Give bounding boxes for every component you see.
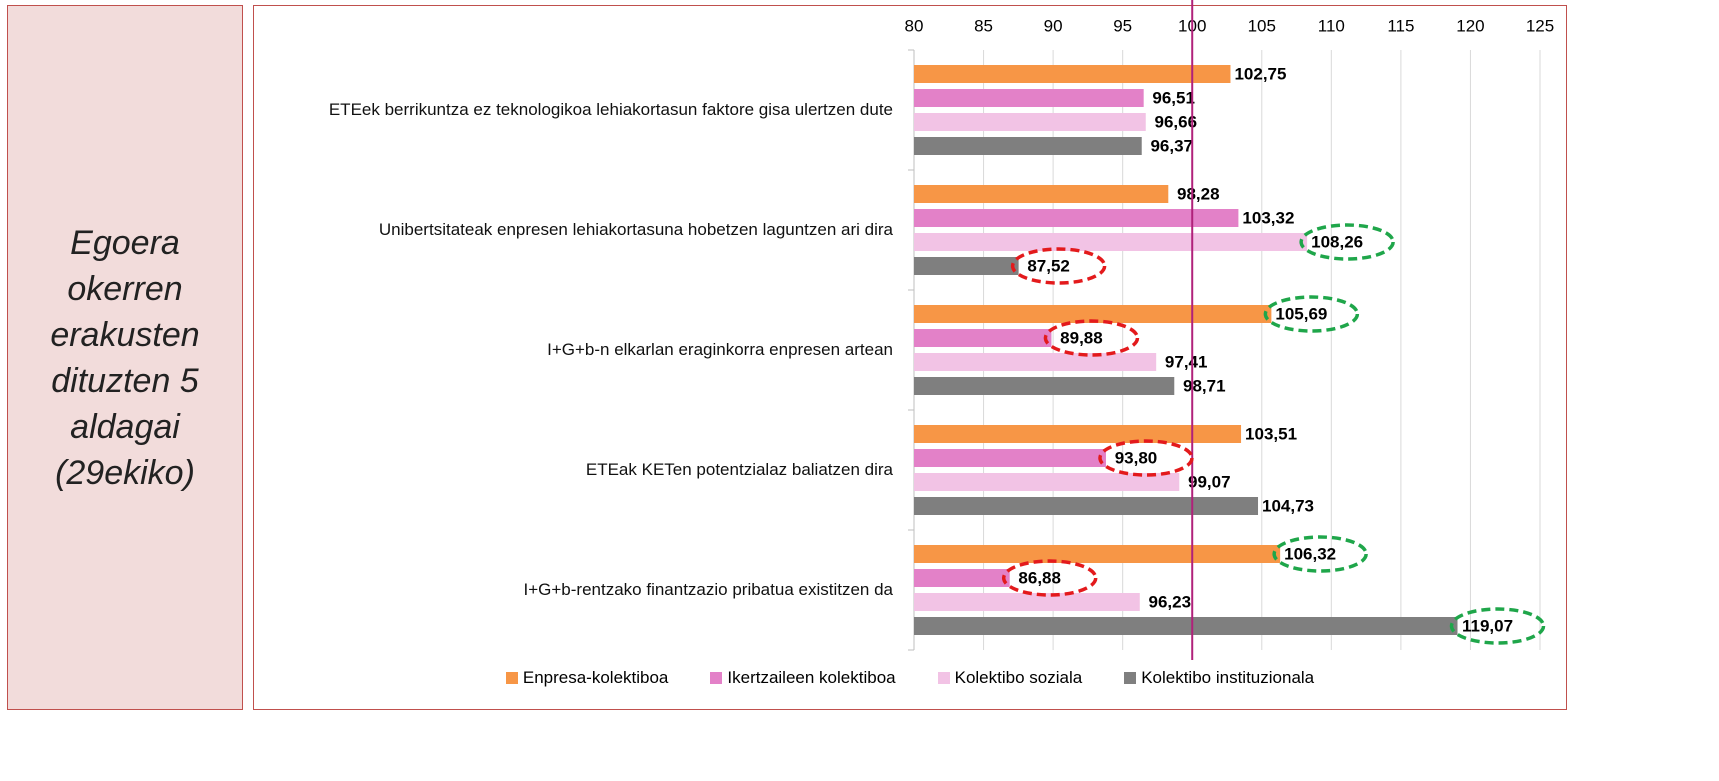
value-label: 103,32	[1242, 208, 1294, 227]
legend-swatch	[1124, 672, 1137, 684]
value-label: 119,07	[1462, 616, 1513, 635]
category-label: ETEek berrikuntza ez teknologikoa lehiak…	[328, 100, 893, 119]
value-label: 96,66	[1154, 112, 1197, 131]
x-tick-label: 105	[1248, 16, 1276, 35]
value-label: 106,32	[1284, 544, 1336, 563]
bar	[914, 233, 1308, 251]
x-tick-label: 80	[905, 16, 924, 35]
x-tick-label: 125	[1526, 16, 1554, 35]
bar	[914, 449, 1106, 467]
bar	[914, 113, 1146, 131]
legend-swatch	[710, 672, 723, 684]
bar	[914, 593, 1140, 611]
highlight-ellipse	[1272, 535, 1368, 573]
x-tick-label: 85	[974, 16, 993, 35]
value-label: 104,73	[1262, 496, 1314, 515]
highlight-ellipse	[1001, 559, 1098, 597]
legend-item: Kolektibo soziala	[937, 668, 1083, 688]
value-label: 102,75	[1234, 64, 1286, 83]
category-label: I+G+b-n elkarlan eraginkorra enpresen ar…	[547, 340, 893, 359]
legend-label: Kolektibo instituzionala	[1141, 668, 1315, 687]
legend-item: Ikertzaileen kolektiboa	[710, 668, 896, 688]
x-tick-label: 115	[1387, 16, 1414, 35]
chart-frame	[253, 5, 1567, 710]
bar	[914, 305, 1272, 323]
value-label: 105,69	[1275, 304, 1327, 323]
bar	[914, 65, 1231, 83]
x-tick-label: 95	[1113, 16, 1132, 35]
bar	[914, 137, 1142, 155]
value-label: 96,23	[1149, 592, 1192, 611]
bar	[914, 377, 1175, 395]
bar	[914, 89, 1144, 107]
bar	[914, 329, 1052, 347]
bar	[914, 569, 1010, 587]
category-label: ETEak KETen potentzialaz baliatzen dira	[585, 460, 893, 479]
value-label: 98,71	[1183, 376, 1226, 395]
x-tick-label: 110	[1318, 16, 1345, 35]
highlight-ellipse	[1449, 607, 1546, 645]
side-panel: Egoera okerren erakusten dituzten 5 alda…	[7, 5, 243, 710]
bar	[914, 209, 1239, 227]
highlight-ellipse	[1098, 439, 1194, 477]
category-label: I+G+b-rentzako finantzazio pribatua exis…	[523, 580, 894, 599]
value-label: 89,88	[1060, 328, 1103, 347]
highlight-ellipse	[1263, 295, 1360, 333]
highlight-ellipse	[1299, 223, 1395, 261]
bar	[914, 425, 1242, 443]
x-tick-label: 120	[1456, 16, 1484, 35]
value-label: 103,51	[1245, 424, 1297, 443]
value-label: 96,37	[1150, 136, 1193, 155]
legend-label: Kolektibo soziala	[954, 668, 1083, 687]
bar	[914, 545, 1281, 563]
value-label: 98,28	[1177, 184, 1220, 203]
x-tick-label: 90	[1044, 16, 1063, 35]
highlight-ellipse	[1043, 319, 1140, 357]
value-label: 99,07	[1188, 472, 1231, 491]
bar	[914, 185, 1169, 203]
value-label: 108,26	[1311, 232, 1363, 251]
bar	[914, 617, 1458, 635]
side-note: Egoera okerren erakusten dituzten 5 alda…	[50, 223, 200, 492]
value-label: 96,51	[1152, 88, 1195, 107]
legend-item: Kolektibo instituzionala	[1124, 668, 1314, 688]
value-label: 93,80	[1115, 448, 1158, 467]
value-label: 87,52	[1027, 256, 1070, 275]
legend-swatch	[505, 672, 518, 684]
legend: Enpresa-kolektiboa Ikertzaileen kolektibo…	[253, 668, 1567, 688]
legend-swatch	[937, 672, 950, 684]
category-label: Unibertsitateak enpresen lehiakortasuna …	[378, 220, 893, 239]
bar	[914, 473, 1180, 491]
bar	[914, 497, 1259, 515]
value-label: 97,41	[1165, 352, 1208, 371]
bar	[914, 257, 1019, 275]
legend-item: Enpresa-kolektiboa	[505, 668, 669, 688]
legend-label: Enpresa-kolektiboa	[522, 668, 669, 687]
highlight-ellipse	[1010, 247, 1107, 285]
bar	[914, 353, 1157, 371]
legend-label: Ikertzaileen kolektiboa	[727, 668, 896, 687]
value-label: 86,88	[1018, 568, 1061, 587]
